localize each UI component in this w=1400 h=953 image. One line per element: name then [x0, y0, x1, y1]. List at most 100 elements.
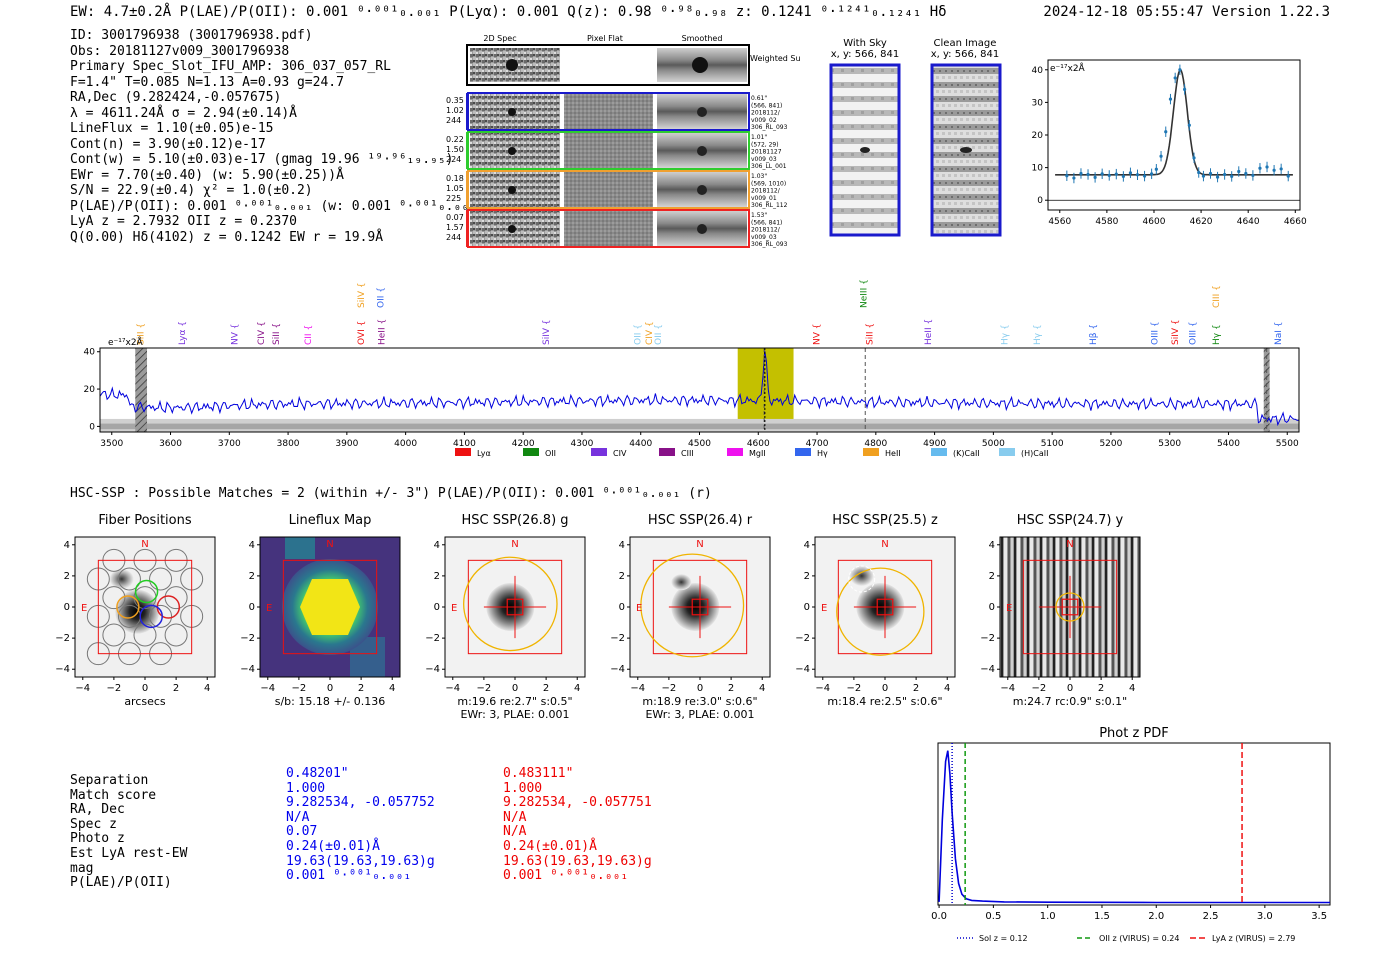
- thumb-y-tick-label: 2: [434, 571, 440, 582]
- zoom-y-tick-label: 0: [1037, 196, 1043, 206]
- cutout-row-frame: [467, 92, 750, 131]
- info-line: λ = 4611.24Å σ = 2.94(±0.14)Å: [70, 105, 297, 121]
- fiber-circle: [102, 623, 126, 647]
- match-label: Match score: [70, 787, 157, 803]
- match-label: RA, Dec: [70, 802, 125, 818]
- summary-header: EW: 4.7±0.2Å P(LAE)/P(OII): 0.001 ⁰·⁰⁰¹₀…: [70, 4, 947, 20]
- match-value: 0.48201": [286, 766, 349, 781]
- match-labels: Separation Match score RA, Dec Spec z Ph…: [70, 773, 187, 891]
- legend-label: Hγ: [817, 449, 828, 458]
- north-label: N: [696, 539, 703, 550]
- lineflux-core: [300, 579, 360, 635]
- thumb-x-tick-label: 0: [327, 683, 333, 694]
- cutout-meta: 1.03": [751, 173, 767, 180]
- weighted-source: [506, 59, 518, 71]
- thumb-x-tick-label: 0: [1067, 683, 1073, 694]
- thumb-title: HSC SSP(25.5) z: [832, 513, 938, 528]
- emission-line-label: SiII {: [137, 323, 147, 345]
- thumb-title: HSC SSP(24.7) y: [1016, 513, 1124, 528]
- emission-line-label: NeIII {: [860, 279, 870, 308]
- spectrum-line: [99, 350, 1300, 427]
- zoom-y-tick-label: 20: [1032, 131, 1044, 141]
- legend-label: Lyα: [477, 449, 491, 458]
- thumb-y-tick-label: −4: [425, 664, 440, 675]
- cutout-source: [508, 186, 516, 194]
- pdf-x-tick-label: 0.5: [985, 911, 1001, 922]
- match-label: mag: [70, 860, 94, 876]
- cutout-pixel-flat: [564, 172, 653, 207]
- zoom-data-point: [1159, 154, 1163, 158]
- zoom-data-point: [1107, 173, 1111, 178]
- zoom-data-point: [1286, 174, 1290, 178]
- cutout-stat: 0.18: [446, 174, 464, 183]
- match-value: N/A: [286, 809, 310, 825]
- thumb-caption: EWr: 3, PLAE: 0.001: [645, 708, 755, 721]
- thumb-y-tick-label: 0: [249, 602, 255, 613]
- thumb-y-tick-label: 4: [64, 540, 70, 551]
- pdf-x-tick-label: 3.0: [1257, 911, 1273, 922]
- pdf-legend-label: LyA z (VIRUS) = 2.79: [1212, 934, 1295, 943]
- spectra-cutouts: 2D Spec Pixel Flat Smoothed Weighted Sum…: [446, 34, 800, 248]
- cutout-stat: 1.50: [446, 145, 464, 154]
- full-x-tick-label: 5000: [982, 439, 1005, 449]
- full-x-tick-label: 5100: [1041, 439, 1064, 449]
- thumb-caption: EWr: 3, PLAE: 0.001: [460, 708, 570, 721]
- east-label: E: [451, 603, 457, 614]
- thumb-y-tick-label: 4: [804, 540, 810, 551]
- cutout-meta: v009_01: [751, 195, 777, 202]
- zoom-data-point: [1173, 76, 1177, 80]
- match-value: 9.282534, -0.057752: [286, 795, 435, 811]
- emission-line-label: SiIV {: [1171, 319, 1181, 345]
- cutout-meta: 0.61": [751, 95, 767, 102]
- east-label: E: [1006, 603, 1012, 614]
- cutout-stat: 1.02: [446, 106, 464, 115]
- thumb-x-tick-label: −4: [630, 683, 645, 694]
- cutout-meta: (569, 1010): [751, 180, 786, 187]
- photz-axes-frame: [937, 742, 1331, 906]
- full-x-tick-label: 3800: [277, 439, 300, 449]
- thumb-x-tick-label: 4: [389, 683, 395, 694]
- legend-swatch: [727, 448, 743, 456]
- thumb-x-tick-label: −2: [1032, 683, 1047, 694]
- east-label: E: [636, 603, 642, 614]
- thumb-x-tick-label: 4: [204, 683, 210, 694]
- north-label: N: [1066, 539, 1073, 550]
- photz-pdf-chart: Phot z PDF 0.0 0.5 1.0 1.5 2.0 2.5 3.0 3.5 Sol z…: [931, 726, 1331, 943]
- info-line: ID: 3001796938 (3001796938.pdf): [70, 28, 313, 43]
- emission-line-label: Hγ {: [1212, 324, 1222, 345]
- clean-image-coords: x, y: 566, 841: [930, 49, 1000, 60]
- fiber-blue: [139, 604, 163, 629]
- match-value: 0.07: [286, 824, 318, 840]
- zoom-data-point: [1154, 167, 1158, 171]
- zoom-data-point: [1208, 171, 1213, 176]
- info-line: RA,Dec (9.282424,-0.057675): [70, 90, 282, 105]
- zoom-data-point: [1192, 156, 1196, 160]
- thumb-y-tick-label: 2: [989, 571, 995, 582]
- thumb-title: HSC SSP(26.8) g: [461, 513, 569, 528]
- thumb-y-tick-label: 4: [619, 540, 625, 551]
- full-x-tick-label: 5300: [1158, 439, 1181, 449]
- cutout-source: [508, 108, 516, 116]
- cutout-meta: 1.01": [751, 134, 767, 141]
- emission-line-label: CII {: [304, 325, 314, 345]
- full-x-tick-label: 5500: [1276, 439, 1299, 449]
- pdf-x-tick-label: 3.5: [1311, 911, 1327, 922]
- cutout-meta: (566, 841): [751, 102, 782, 109]
- zoom-data-point: [1223, 172, 1227, 177]
- cutout-row-frame: [467, 209, 750, 248]
- match-value: 19.63(19.63,19.63)g: [286, 853, 435, 869]
- search-box: [1022, 559, 1118, 655]
- legend-swatch: [999, 448, 1015, 456]
- thumb-x-tick-label: 2: [543, 683, 549, 694]
- thumb-x-tick-label: 0: [882, 683, 888, 694]
- cutout-source: [508, 225, 516, 233]
- thumb-x-tick-label: −4: [260, 683, 275, 694]
- emission-line-label: SiII {: [865, 323, 875, 345]
- legend-swatch: [455, 448, 471, 456]
- zoom-data-point: [1168, 97, 1173, 101]
- match-value: N/A: [503, 809, 527, 825]
- thumb-x-tick-label: 4: [574, 683, 580, 694]
- thumb-caption: m:18.9 re:3.0" s:0.6": [642, 695, 758, 708]
- info-line: S/N = 22.9(±0.4) χ² = 1.0(±0.2): [70, 183, 313, 198]
- fiber-companion: [109, 569, 134, 589]
